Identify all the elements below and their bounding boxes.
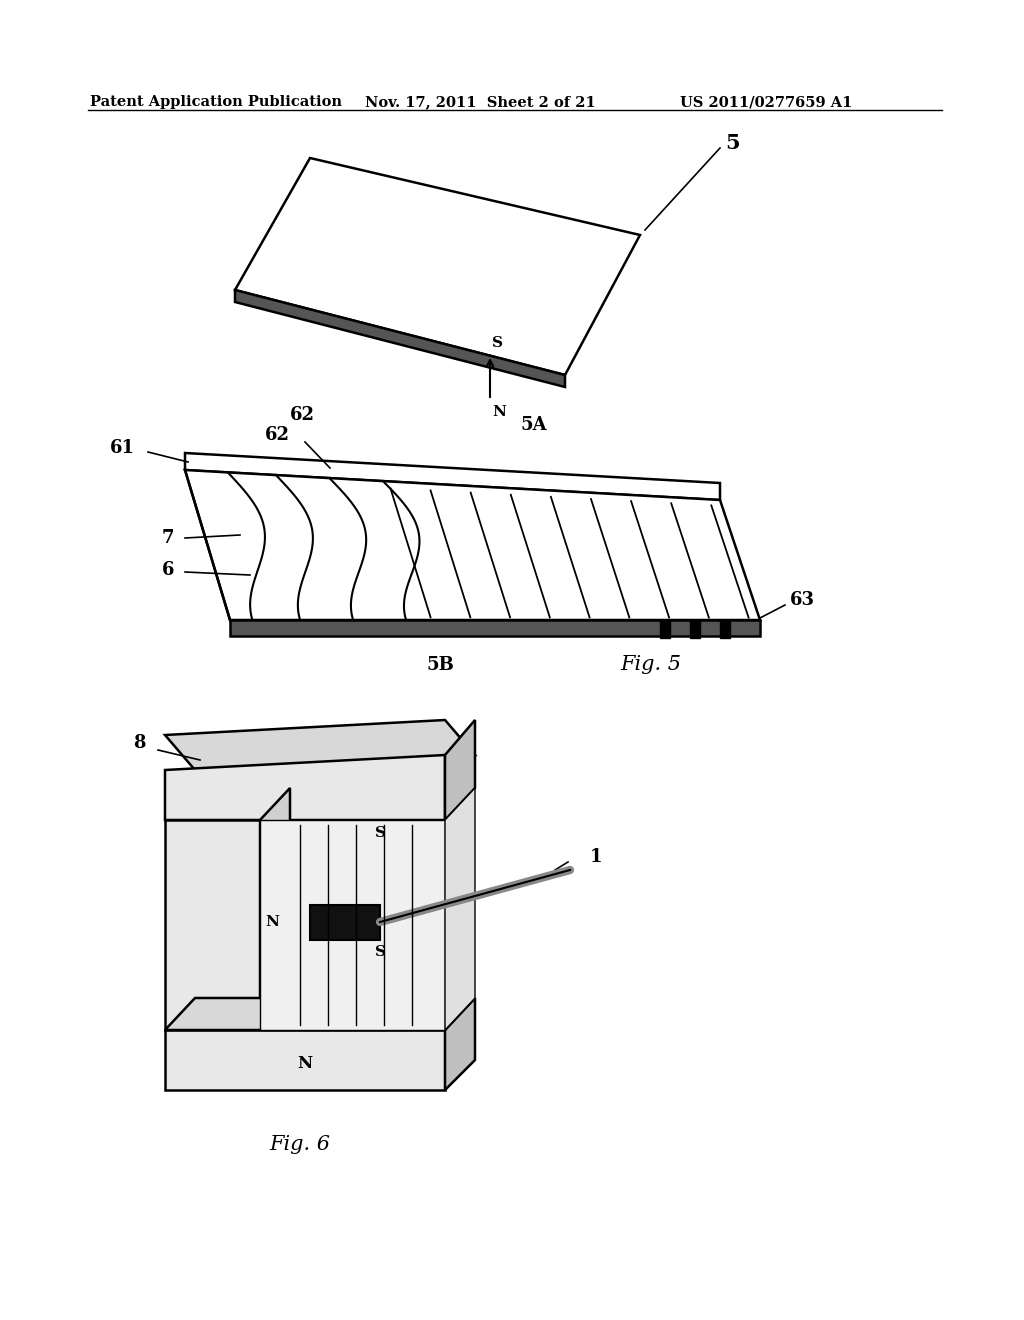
Polygon shape [310,906,380,940]
Text: 1: 1 [590,847,602,866]
Text: N: N [297,1055,312,1072]
Text: S: S [492,337,503,350]
Text: 7: 7 [162,529,174,546]
Text: Nov. 17, 2011  Sheet 2 of 21: Nov. 17, 2011 Sheet 2 of 21 [365,95,596,110]
Polygon shape [720,620,730,638]
Polygon shape [260,820,445,1030]
Text: Fig. 6: Fig. 6 [269,1135,331,1155]
Polygon shape [230,620,760,636]
Text: 8: 8 [133,734,145,752]
Polygon shape [165,755,445,820]
Polygon shape [445,788,475,1030]
Text: 6: 6 [162,561,174,579]
Polygon shape [445,719,475,820]
Text: 5: 5 [725,133,739,153]
Text: 62: 62 [265,426,290,444]
Text: N: N [265,915,279,929]
Polygon shape [445,998,475,1090]
Polygon shape [185,470,760,620]
Text: 5A: 5A [520,416,547,434]
Text: S: S [375,826,385,840]
Polygon shape [234,158,640,375]
Text: 62: 62 [290,407,315,424]
Text: 63: 63 [790,591,815,609]
Polygon shape [690,620,700,638]
Text: Patent Application Publication: Patent Application Publication [90,95,342,110]
Text: Fig. 5: Fig. 5 [620,656,681,675]
Text: 61: 61 [110,440,135,457]
Polygon shape [165,1030,445,1090]
Text: N: N [492,405,506,418]
Polygon shape [260,788,290,1030]
Polygon shape [660,620,670,638]
Polygon shape [185,453,720,500]
Text: US 2011/0277659 A1: US 2011/0277659 A1 [680,95,852,110]
Text: S: S [375,945,385,960]
Polygon shape [234,290,565,387]
Text: 5B: 5B [426,656,454,675]
Polygon shape [165,719,475,770]
Polygon shape [165,820,260,1030]
Polygon shape [165,998,475,1030]
